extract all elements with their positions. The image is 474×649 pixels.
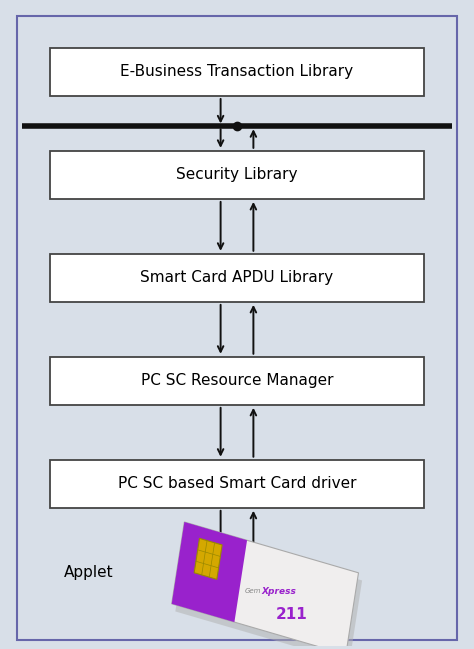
Text: Gem: Gem bbox=[245, 589, 261, 594]
Text: Security Library: Security Library bbox=[176, 167, 298, 182]
Text: Applet: Applet bbox=[64, 565, 113, 580]
FancyBboxPatch shape bbox=[17, 16, 457, 640]
Text: PC SC based Smart Card driver: PC SC based Smart Card driver bbox=[118, 476, 356, 491]
Polygon shape bbox=[194, 539, 222, 580]
FancyBboxPatch shape bbox=[50, 459, 424, 508]
Text: Smart Card APDU Library: Smart Card APDU Library bbox=[140, 271, 334, 286]
Polygon shape bbox=[172, 522, 247, 622]
Text: Xpress: Xpress bbox=[262, 587, 297, 596]
FancyBboxPatch shape bbox=[50, 254, 424, 302]
FancyBboxPatch shape bbox=[50, 151, 424, 199]
Text: 211: 211 bbox=[276, 607, 308, 622]
Polygon shape bbox=[175, 530, 362, 649]
FancyBboxPatch shape bbox=[50, 48, 424, 96]
Polygon shape bbox=[172, 522, 358, 649]
Text: PC SC Resource Manager: PC SC Resource Manager bbox=[141, 373, 333, 388]
FancyBboxPatch shape bbox=[50, 357, 424, 405]
Text: E-Business Transaction Library: E-Business Transaction Library bbox=[120, 64, 354, 79]
